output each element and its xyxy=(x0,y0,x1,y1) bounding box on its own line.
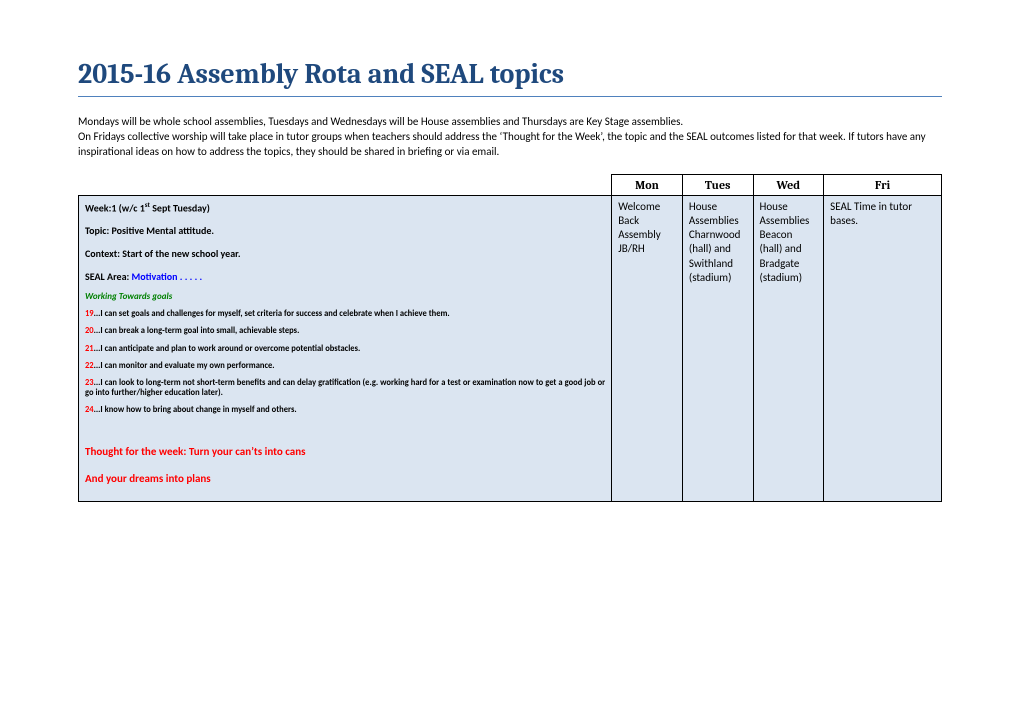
intro-line-1: Mondays will be whole school assemblies,… xyxy=(78,115,683,128)
header-fri: Fri xyxy=(824,174,942,195)
goal-21: 21...I can anticipate and plan to work a… xyxy=(85,345,605,354)
cell-mon: Welcome Back Assembly JB/RH xyxy=(612,195,683,502)
table-header-row: Mon Tues Wed Fri xyxy=(79,174,942,195)
intro-paragraph: Mondays will be whole school assemblies,… xyxy=(78,115,942,160)
goal-num: 20 xyxy=(85,326,94,336)
title-rule xyxy=(78,96,942,97)
topic-label: Topic: Positive Mental attitude. xyxy=(85,224,605,237)
seal-area-label: SEAL Area: xyxy=(85,270,132,283)
context-label: Context: Start of the new school year. xyxy=(85,247,605,260)
goal-20: 20...I can break a long-term goal into s… xyxy=(85,327,605,336)
goal-num: 22 xyxy=(85,361,94,371)
cell-wed: House Assemblies Beacon (hall) and Bradg… xyxy=(753,195,824,502)
goal-23: 23...I can look to long-term not short-t… xyxy=(85,379,605,398)
seal-area: SEAL Area: Motivation . . . . . xyxy=(85,270,605,283)
week-label: Week:1 (w/c 1st Sept Tuesday) xyxy=(85,200,605,214)
page-title: 2015-16 Assembly Rota and SEAL topics xyxy=(78,58,942,90)
thought-for-week: Thought for the week: Turn your can’ts i… xyxy=(85,445,605,458)
week-post: Sept Tuesday) xyxy=(150,201,210,214)
header-wed: Wed xyxy=(753,174,824,195)
goal-text: ...I can monitor and evaluate my own per… xyxy=(94,361,275,371)
goal-19: 19...I can set goals and challenges for … xyxy=(85,310,605,319)
goal-text: ...I can set goals and challenges for my… xyxy=(94,309,450,319)
header-mon: Mon xyxy=(612,174,683,195)
document-page: 2015-16 Assembly Rota and SEAL topics Mo… xyxy=(0,0,1020,522)
goal-num: 19 xyxy=(85,309,94,319)
goal-text: ...I know how to bring about change in m… xyxy=(94,405,297,415)
goal-num: 24 xyxy=(85,405,94,415)
cell-fri: SEAL Time in tutor bases. xyxy=(824,195,942,502)
week-pre: Week:1 (w/c 1 xyxy=(85,201,145,214)
goal-24: 24...I know how to bring about change in… xyxy=(85,406,605,415)
cell-tues: House Assemblies Charnwood (hall) and Sw… xyxy=(682,195,753,502)
goal-text: ...I can anticipate and plan to work aro… xyxy=(94,344,361,354)
goal-text: ...I can break a long-term goal into sma… xyxy=(94,326,300,336)
header-empty xyxy=(79,174,612,195)
thought-line-2: And your dreams into plans xyxy=(85,472,605,485)
rota-table: Mon Tues Wed Fri Week:1 (w/c 1st Sept Tu… xyxy=(78,174,942,503)
table-row: Week:1 (w/c 1st Sept Tuesday) Topic: Pos… xyxy=(79,195,942,502)
header-tues: Tues xyxy=(682,174,753,195)
goal-num: 21 xyxy=(85,344,94,354)
goal-22: 22...I can monitor and evaluate my own p… xyxy=(85,362,605,371)
seal-area-value: Motivation . . . . . xyxy=(132,270,203,283)
intro-line-2: On Fridays collective worship will take … xyxy=(78,130,926,158)
main-cell: Week:1 (w/c 1st Sept Tuesday) Topic: Pos… xyxy=(79,195,612,502)
working-towards: Working Towards goals xyxy=(85,291,605,302)
goal-text: ...I can look to long-term not short-ter… xyxy=(85,378,605,397)
